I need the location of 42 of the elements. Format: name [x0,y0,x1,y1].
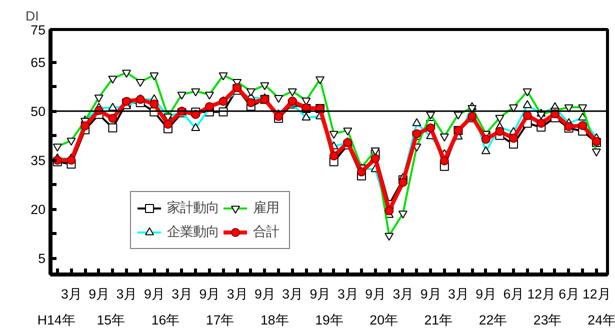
text: 20年 [370,312,398,328]
x-tick-label: 9月 [476,286,496,302]
text: 16年 [151,312,180,328]
x-tick-label: 9月 [144,286,164,302]
y-tick-label: 50 [30,104,46,120]
text: 24年 [588,312,615,328]
legend-label: 雇用 [253,199,279,217]
legend-label: 企業動向 [167,223,219,241]
text: 23年 [533,312,562,328]
x-tick-label: 6月 [503,286,524,302]
y-tick-label: 65 [30,55,46,70]
text: 19年 [315,312,343,328]
y-tick-label: 5 [38,251,46,266]
legend-label: 合計 [253,223,279,241]
x-tick-label: 9月 [88,286,110,302]
x-tick-label: 9月 [310,286,330,302]
x-tick-label: 3月 [282,286,303,302]
x-tick-label: 3月 [172,286,192,302]
y-tick-label: 20 [30,202,46,218]
text: 17年 [206,312,234,328]
text: 15年 [96,312,125,328]
x-tick-label: 9月 [420,286,441,302]
text: 21年 [424,312,452,328]
text: H14年 [37,312,75,328]
x-tick-label: 12月 [582,286,610,302]
x-tick-label: 9月 [254,286,275,302]
x-tick-label: 12月 [527,286,556,302]
y-tick-label: 75 [30,22,46,38]
x-tick-label: 3月 [448,286,468,302]
x-tick-label: 3月 [337,286,358,302]
x-tick-label: 3月 [61,286,82,302]
x-tick-label: 6月 [558,286,580,302]
legend-label: 家計動向 [167,199,219,217]
x-tick-label: 3月 [226,286,248,302]
text: 22年 [478,312,507,328]
x-tick-label: 9月 [365,286,386,302]
x-tick-label: 3月 [392,286,414,302]
y-axis-title: DI [26,8,39,24]
y-tick-label: 35 [30,153,46,168]
x-tick-label: 9月 [199,286,220,302]
text: 18年 [260,312,288,328]
x-tick-label: 3月 [116,286,137,302]
